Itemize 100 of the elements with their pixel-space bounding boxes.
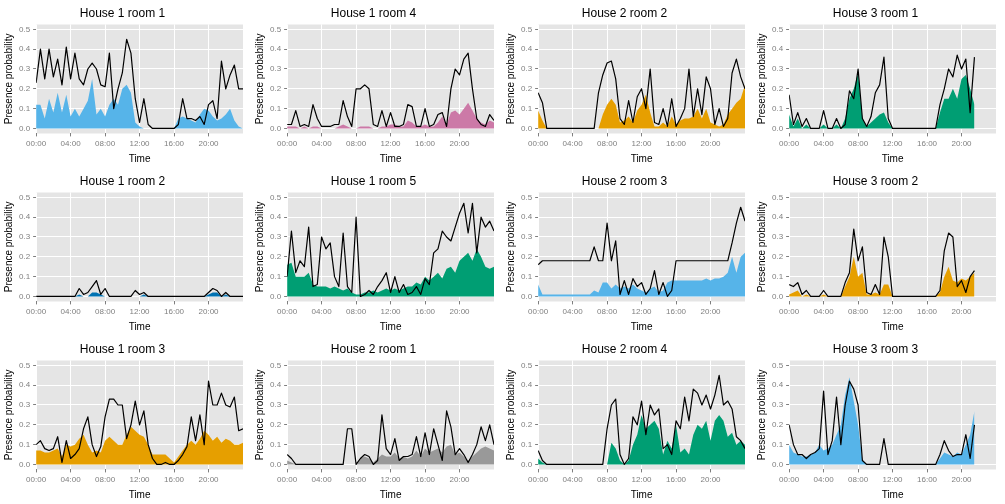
x-tick-label: 08:00 [346,139,367,149]
y-tick-label: 0.4 [772,212,784,222]
y-tick-label: 0.3 [19,64,31,74]
x-tick-label: 20:00 [700,475,722,485]
y-tick-label: 0.2 [521,84,533,94]
y-tick-label: 0.5 [772,24,784,34]
y-tick-label: 0.0 [772,459,784,469]
y-axis-title: Presence probability [755,201,767,293]
x-tick-label: 08:00 [848,307,869,317]
x-axis-title: Time [630,488,653,500]
x-tick-label: 20:00 [700,139,722,149]
x-tick-label: 04:00 [311,475,333,485]
x-tick-label: 12:00 [631,139,653,149]
y-tick-label: 0.5 [19,24,31,34]
x-tick-label: 00:00 [26,307,47,317]
y-tick-label: 0.2 [772,84,784,94]
y-tick-label: 0.0 [521,123,533,133]
y-tick-label: 0.0 [19,123,31,133]
y-tick-label: 0.1 [19,439,31,449]
x-tick-label: 12:00 [380,307,402,317]
x-tick-label: 08:00 [95,475,116,485]
x-tick-label: 20:00 [198,139,220,149]
x-tick-label: 16:00 [164,475,185,485]
y-tick-label: 0.1 [270,103,282,113]
x-tick-label: 04:00 [562,475,584,485]
x-axis-title: Time [128,488,151,500]
y-tick-label: 0.1 [521,439,533,449]
y-tick-label: 0.0 [521,459,533,469]
y-tick-label: 0.3 [772,64,784,74]
chart-title: House 3 room 1 [832,5,919,20]
x-tick-label: 16:00 [917,475,938,485]
y-tick-label: 0.4 [19,44,31,54]
x-tick-label: 04:00 [562,139,584,149]
y-tick-label: 0.0 [270,459,282,469]
chart-title: House 1 room 1 [79,5,166,20]
chart-title: House 3 room 3 [832,341,919,356]
x-tick-label: 00:00 [779,307,800,317]
x-tick-label: 12:00 [882,475,904,485]
y-tick-label: 0.0 [270,291,282,301]
y-tick-label: 0.4 [521,44,533,54]
y-tick-label: 0.2 [270,84,282,94]
x-axis-title: Time [379,152,402,164]
chart-title: House 1 room 5 [330,173,417,188]
y-axis-title: Presence probability [253,201,265,293]
y-tick-label: 0.5 [19,360,31,370]
x-axis-title: Time [881,152,904,164]
y-axis-title: Presence probability [2,33,14,125]
x-tick-label: 00:00 [528,139,549,149]
x-axis-title: Time [881,320,904,332]
chart-title: House 1 room 3 [79,341,166,356]
y-tick-label: 0.4 [772,380,784,390]
y-tick-label: 0.3 [270,400,282,410]
x-tick-label: 16:00 [415,475,436,485]
x-tick-label: 12:00 [631,307,653,317]
y-tick-label: 0.1 [521,103,533,113]
y-tick-label: 0.4 [19,212,31,222]
y-axis-title: Presence probability [755,33,767,125]
x-tick-label: 20:00 [198,307,220,317]
y-tick-label: 0.0 [270,123,282,133]
x-tick-label: 12:00 [129,139,151,149]
y-axis-title: Presence probability [2,369,14,461]
y-tick-label: 0.4 [19,380,31,390]
x-tick-label: 12:00 [882,307,904,317]
x-tick-label: 12:00 [129,307,151,317]
y-tick-label: 0.1 [270,439,282,449]
chart-title: House 2 room 1 [330,341,417,356]
chart-title: House 1 room 2 [79,173,166,188]
y-tick-label: 0.1 [19,271,31,281]
chart-title: House 1 room 4 [330,5,417,20]
chart-title: House 2 room 3 [581,173,668,188]
y-tick-label: 0.1 [772,103,784,113]
y-tick-label: 0.5 [521,360,533,370]
x-tick-label: 16:00 [917,139,938,149]
x-axis-title: Time [630,320,653,332]
x-tick-label: 08:00 [597,307,618,317]
x-tick-label: 00:00 [26,475,47,485]
x-tick-label: 08:00 [95,307,116,317]
y-axis-title: Presence probability [504,369,516,461]
y-tick-label: 0.4 [521,212,533,222]
x-tick-label: 16:00 [164,139,185,149]
x-tick-label: 08:00 [95,139,116,149]
x-tick-label: 20:00 [449,475,471,485]
x-tick-label: 00:00 [26,139,47,149]
y-tick-label: 0.1 [270,271,282,281]
x-tick-label: 16:00 [415,139,436,149]
chart-title: House 2 room 2 [581,5,668,20]
y-tick-label: 0.5 [270,24,282,34]
y-tick-label: 0.5 [521,192,533,202]
y-tick-label: 0.0 [19,291,31,301]
x-tick-label: 16:00 [415,307,436,317]
x-tick-label: 04:00 [60,307,82,317]
y-tick-label: 0.3 [19,232,31,242]
x-tick-label: 08:00 [848,475,869,485]
y-tick-label: 0.1 [772,439,784,449]
x-tick-label: 08:00 [597,139,618,149]
x-tick-label: 16:00 [164,307,185,317]
y-tick-label: 0.0 [772,291,784,301]
y-tick-label: 0.5 [270,360,282,370]
y-tick-label: 0.4 [521,380,533,390]
y-tick-label: 0.5 [270,192,282,202]
